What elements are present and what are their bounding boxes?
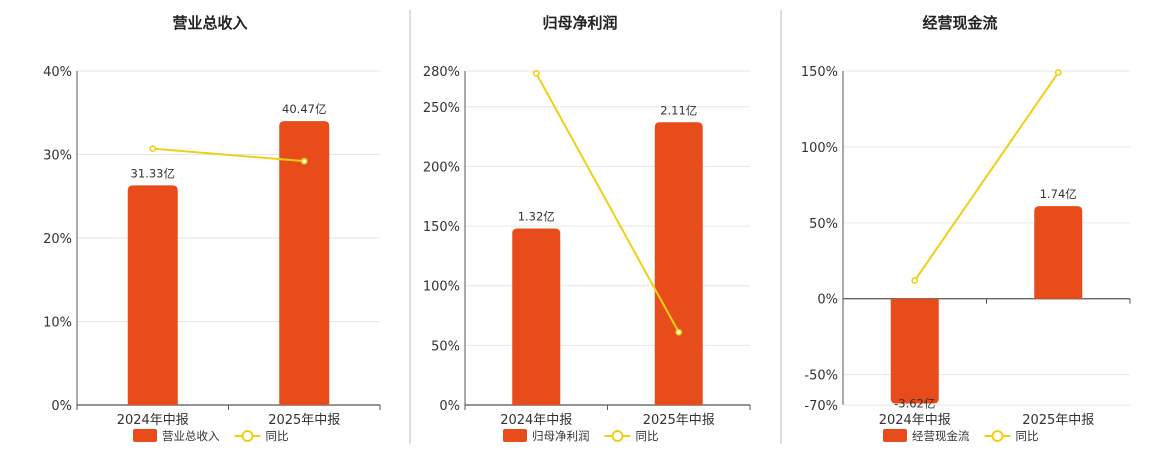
legend-line-label: 同比 — [636, 429, 659, 443]
yoy-point — [300, 157, 308, 165]
bar-data-label: 1.74亿 — [1040, 187, 1077, 201]
bar — [127, 185, 178, 405]
y-tick-label: 150% — [801, 65, 838, 80]
bar-data-label: -3.62亿 — [894, 396, 935, 410]
x-tick-label: 2025年中报 — [268, 413, 340, 428]
legend-line-label: 同比 — [266, 429, 289, 443]
x-tick-label: 2024年中报 — [879, 413, 951, 428]
bar — [1034, 206, 1083, 299]
y-tick-label: 200% — [423, 160, 460, 175]
y-tick-label: 150% — [423, 220, 460, 235]
legend-line-label: 同比 — [1016, 429, 1039, 443]
y-tick-label: 20% — [43, 232, 72, 247]
bar — [654, 122, 703, 406]
legend-bar-swatch — [503, 429, 527, 442]
yoy-point — [1054, 69, 1062, 76]
yoy-point — [675, 328, 683, 336]
y-tick-label: 10% — [43, 316, 72, 331]
y-tick-label: 50% — [431, 339, 460, 354]
chart-revenue: 营业总收入 0% 10% 20% 30% 40% 31.33亿 40.47亿 2024年中报 20… — [43, 14, 381, 443]
yoy-line — [913, 71, 1060, 282]
y-tick-label: 30% — [43, 149, 72, 164]
legend-line-marker — [241, 430, 254, 442]
legend-bar-label: 归母净利润 — [532, 429, 590, 443]
chart-net-profit: 归母净利润 0% 50% 100% 150% 200% 250% 280% 1.32亿 2.11亿… — [423, 14, 751, 443]
y-tick-label: 50% — [809, 217, 838, 232]
bar-data-label: 2.11亿 — [660, 103, 697, 117]
x-tick-label: 2024年中报 — [117, 413, 189, 428]
legend-bar-swatch — [883, 429, 907, 442]
y-tick-label: -50% — [804, 369, 838, 384]
y-tick-label: -70% — [804, 399, 838, 414]
y-tick-label: 0% — [51, 399, 72, 414]
bar — [279, 121, 330, 405]
chart-title: 营业总收入 — [172, 14, 247, 32]
chart-title: 归母净利润 — [542, 14, 617, 32]
y-tick-label: 40% — [43, 65, 72, 80]
y-tick-label: 280% — [423, 65, 460, 80]
x-tick-label: 2024年中报 — [500, 413, 572, 428]
legend-bar-label: 经营现金流 — [912, 429, 970, 443]
bar — [890, 298, 939, 404]
y-tick-label: 0% — [439, 399, 460, 414]
bar-data-label: 31.33亿 — [131, 166, 175, 180]
y-tick-label: 250% — [423, 101, 460, 116]
yoy-point — [911, 277, 919, 284]
yoy-line — [152, 147, 305, 163]
yoy-point — [532, 69, 540, 77]
chart-operating-cashflow: 经营现金流 -70% -50% 0% 50% 100% 150% -3.62亿 1.74亿 202… — [801, 14, 1131, 443]
legend-bar-swatch — [133, 429, 157, 442]
legend-bar-label: 营业总收入 — [162, 429, 220, 443]
x-tick-label: 2025年中报 — [1022, 413, 1094, 428]
x-tick-label: 2025年中报 — [643, 413, 715, 428]
bar-data-label: 40.47亿 — [282, 102, 326, 116]
yoy-line — [535, 72, 680, 333]
y-tick-label: 100% — [801, 141, 838, 156]
y-tick-label: 100% — [423, 280, 460, 295]
yoy-point — [149, 145, 157, 153]
legend-line-marker — [991, 430, 1004, 442]
bar-data-label: 1.32亿 — [518, 209, 555, 223]
legend-line-marker — [611, 430, 624, 442]
y-tick-label: 0% — [817, 293, 838, 308]
bar — [512, 228, 561, 405]
chart-title: 经营现金流 — [922, 14, 997, 32]
